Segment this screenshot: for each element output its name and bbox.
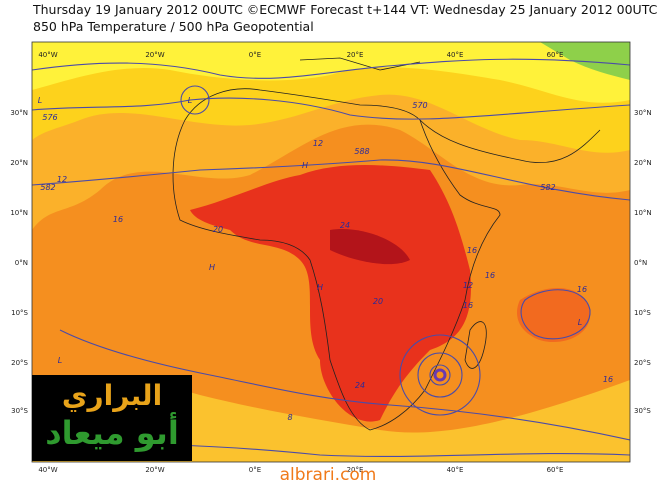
contour-label: 16 bbox=[485, 271, 495, 280]
lat-label: 30°N bbox=[10, 109, 28, 117]
lat-label: 0°N bbox=[634, 259, 647, 267]
contour-label: H bbox=[209, 263, 215, 272]
lat-label: 30°S bbox=[11, 407, 28, 415]
contour-label: 12 bbox=[313, 139, 323, 148]
lon-label: 20°W bbox=[145, 51, 164, 59]
lat-label: 10°N bbox=[10, 209, 28, 217]
lat-label: 20°N bbox=[634, 159, 652, 167]
lat-label: 10°N bbox=[634, 209, 652, 217]
contour-label: 582 bbox=[40, 183, 55, 192]
contour-label: 16 bbox=[467, 246, 477, 255]
contour-label: 16 bbox=[463, 301, 473, 310]
hottest-zone bbox=[330, 229, 410, 265]
lat-label: 30°N bbox=[634, 109, 652, 117]
contour-label: H bbox=[317, 283, 323, 292]
header-line2: 850 hPa Temperature / 500 hPa Geopotenti… bbox=[33, 19, 314, 34]
lon-label: 20°W bbox=[145, 466, 164, 474]
contour-label: 582 bbox=[540, 183, 555, 192]
contour-label: 588 bbox=[354, 147, 369, 156]
contours bbox=[32, 58, 630, 457]
contour-label: 576 bbox=[42, 113, 57, 122]
lat-label: 10°S bbox=[11, 309, 28, 317]
lon-label: 60°E bbox=[547, 51, 564, 59]
lon-label: 40°W bbox=[38, 466, 57, 474]
logo-box bbox=[32, 375, 192, 461]
lat-label: 20°S bbox=[634, 359, 651, 367]
contour-label: 24 bbox=[340, 221, 350, 230]
contour-label: L bbox=[188, 96, 192, 105]
lon-label: 40°E bbox=[447, 466, 464, 474]
contour-label: L bbox=[58, 356, 62, 365]
lat-label: 10°S bbox=[634, 309, 651, 317]
contour-label: 20 bbox=[213, 225, 223, 234]
contour-label: 16 bbox=[113, 215, 123, 224]
hot-zone bbox=[190, 165, 471, 422]
contour-label: 16 bbox=[577, 285, 587, 294]
contour-label: 12 bbox=[463, 281, 473, 290]
lon-label: 40°E bbox=[447, 51, 464, 59]
lon-label: 40°W bbox=[38, 51, 57, 59]
coastlines bbox=[172, 57, 601, 431]
contour-label: 570 bbox=[412, 101, 427, 110]
map-frame bbox=[31, 41, 631, 463]
lat-label: 0°N bbox=[15, 259, 28, 267]
contour-label: 12 bbox=[57, 175, 67, 184]
contour-label: 20 bbox=[373, 297, 383, 306]
lat-label: 20°N bbox=[10, 159, 28, 167]
logo-line2: أبو ميعاد bbox=[45, 412, 179, 452]
lon-label: 20°E bbox=[347, 466, 364, 474]
footer-site: albrari.com bbox=[280, 465, 377, 484]
contour-label: L bbox=[578, 318, 582, 327]
lat-label: 20°S bbox=[11, 359, 28, 367]
cold-zone bbox=[540, 42, 630, 80]
logo-line1: البراري bbox=[62, 379, 162, 412]
ocean-warm bbox=[517, 288, 590, 343]
lon-label: 60°E bbox=[547, 466, 564, 474]
lon-label: 20°E bbox=[347, 51, 364, 59]
contour-label: H bbox=[302, 161, 308, 170]
lat-label: 30°S bbox=[634, 407, 651, 415]
header-line1: Thursday 19 January 2012 00UTC ©ECMWF Fo… bbox=[32, 2, 658, 17]
contour-label: 24 bbox=[355, 381, 365, 390]
lon-label: 0°E bbox=[249, 51, 261, 59]
lon-label: 0°E bbox=[249, 466, 261, 474]
contour-label: L bbox=[38, 96, 42, 105]
contour-label: 16 bbox=[603, 375, 613, 384]
contour-label: 8 bbox=[287, 413, 292, 422]
